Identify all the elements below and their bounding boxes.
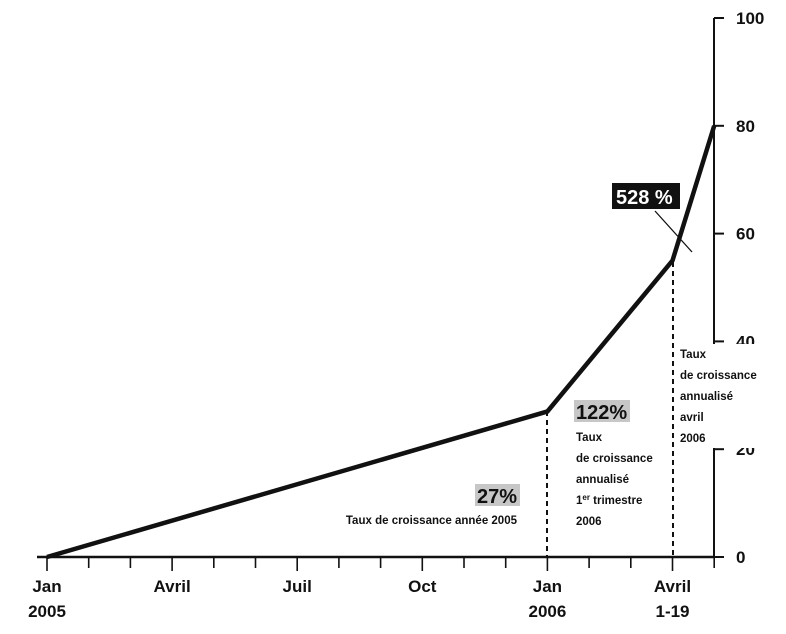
annotation-528-line-2: de croissance — [680, 370, 757, 382]
x-tick-label: Jan — [32, 577, 61, 596]
annotation-27-value: 27% — [477, 486, 517, 508]
annotation-122-value: 122% — [576, 402, 627, 424]
y-tick-label: 60 — [736, 225, 755, 244]
annotation-528-value: 528 % — [616, 187, 673, 209]
x-tick-label: Avril — [154, 577, 191, 596]
y-tick-label: 0 — [736, 548, 745, 567]
annotation-528-line-1: Taux — [680, 349, 707, 361]
annotation-528-box — [612, 183, 680, 209]
annotation-528-line-4: avril — [680, 412, 704, 424]
x-tick-label-line-2: 1-19 — [655, 602, 689, 621]
annotation-122-line-4: 1er trimestre — [576, 493, 642, 507]
annotation-122-line-1: Taux — [576, 432, 603, 444]
annotation-122-line-3: annualisé — [576, 474, 629, 486]
series-line — [46, 125, 717, 560]
annotation-528-line-3: annualisé — [680, 391, 733, 403]
x-tick-label: Oct — [408, 577, 437, 596]
annotation-528-line-5: 2006 — [680, 433, 706, 445]
y-tick-label: 80 — [736, 117, 755, 136]
annotation-122-line-2: de croissance — [576, 453, 653, 465]
annotation-528-text-bg — [678, 344, 762, 448]
x-tick-label: Avril — [654, 577, 691, 596]
x-tick-label-line-2: 2005 — [28, 602, 66, 621]
annotation-122-highlight — [574, 400, 630, 422]
y-tick-label: 100 — [736, 9, 764, 28]
x-axis-minor-ticks — [46, 557, 716, 571]
annotation-528-leader — [654, 210, 693, 253]
x-tick-label-line-2: 2006 — [528, 602, 566, 621]
x-axis-labels: Jan 2005 Avril Juil Oct Jan 2006 Avril 1-19 — [28, 577, 691, 621]
x-tick-label: Juil — [283, 577, 312, 596]
annotation-27-highlight — [475, 484, 520, 506]
annotation-122-line-5: 2006 — [576, 516, 602, 528]
x-tick-label: Jan — [533, 577, 562, 596]
annotation-27-label: Taux de croissance année 2005 — [346, 515, 518, 527]
